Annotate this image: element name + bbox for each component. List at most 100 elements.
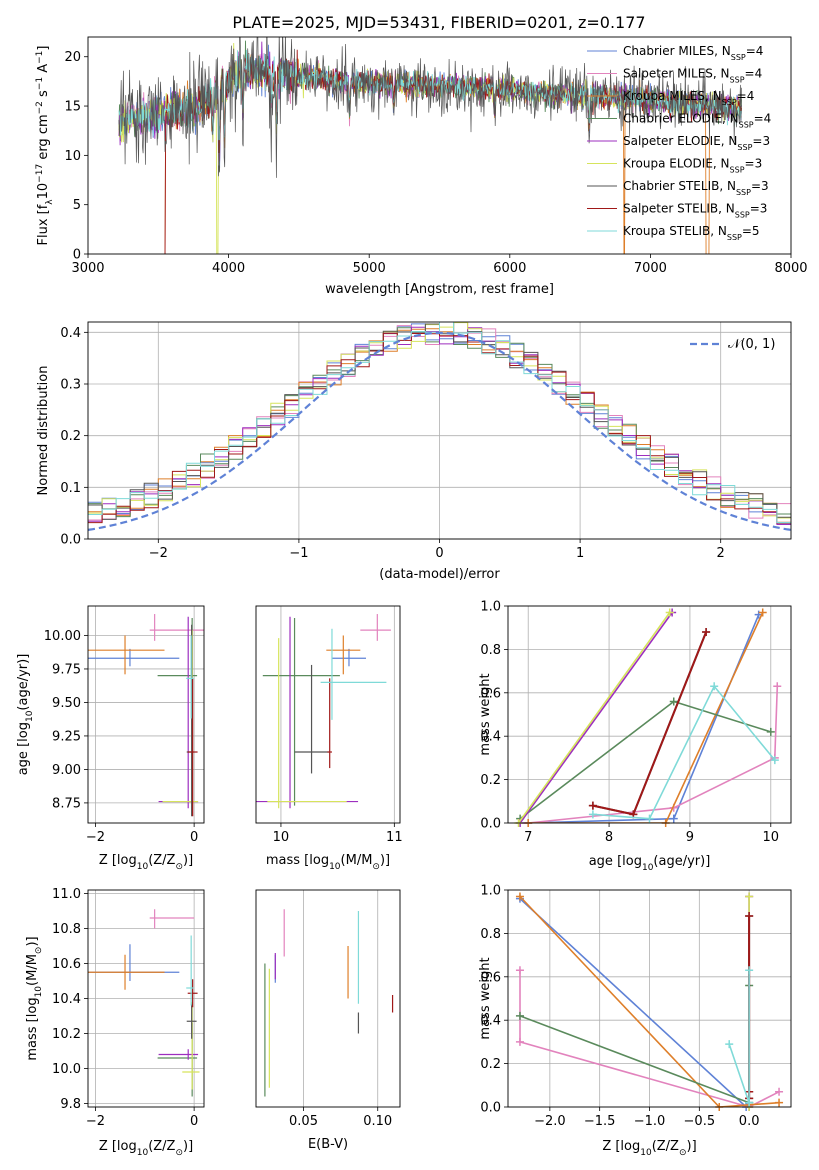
y-axis-label: mass weight [478,957,493,1039]
x-axis-label: Z [log10(Z/Z⊙)] [99,1139,193,1158]
y-tick-label: 9.75 [52,662,81,677]
mass-weight-marker [745,912,754,921]
legend-label: Chabrier ELODIE, NSSP=4 [623,112,771,130]
mass-weight-marker [758,608,767,617]
y-tick-label: 0.2 [60,429,81,444]
x-tick-label: −2 [86,830,105,845]
x-tick-label: 0 [190,1114,198,1129]
spectrum-panel: 3000 4000 5000 6000 7000 8000 0 5 10 15 20 Chabrier… [35,36,808,297]
mass-vs-reddening-panel: 0.05 0.10 E(B-V) [255,889,401,1152]
mass-weight-line-kroupa-miles [528,612,764,823]
x-tick-label: −2 [86,1114,105,1129]
mass-weight-marker [770,756,779,765]
age-vs-mass-panel: 10 11 mass [log10(M/M⊙)] [255,605,403,872]
y-axis-label: Flux [fλ10−17 erg cm−2 s−1 A−1] [35,46,55,246]
y-tick-label: 10.0 [52,1062,81,1077]
legend-label: Chabrier STELIB, NSSP=3 [623,179,769,197]
x-tick-label: 10 [273,830,290,845]
y-tick-label: 0.0 [60,533,81,548]
y-tick-label: 0.3 [60,378,81,393]
legend-label: Kroupa ELODIE, NSSP=3 [623,157,762,175]
mass-weight-marker [588,801,597,810]
x-axis-label: age [log10(age/yr)] [589,854,711,873]
x-tick-label: −2 [149,546,168,561]
mass-weight-marker [515,1037,524,1046]
mass-weight-line-chabrier-miles [519,898,750,1107]
mass-weight-marker [745,966,754,975]
mass-weight-vs-age-panel: 7 8 9 10 0.0 0.2 0.4 0.6 0.8 1.0 age [log10(age/yr… [478,600,792,873]
mass-weight-marker [745,1098,754,1107]
mass-weight-marker [515,892,524,901]
y-tick-label: 0.0 [480,817,501,832]
axes-frame [87,605,205,824]
x-axis-label: (data-model)/error [379,567,500,582]
y-tick-label: 8.75 [52,796,81,811]
y-tick-label: 9.50 [52,696,81,711]
mass-weight-marker [725,1040,734,1049]
mass-weight-line-chabrier-miles [528,614,760,823]
y-tick-label: 0.6 [480,970,501,985]
x-tick-label: 0 [435,546,443,561]
y-tick-label: 0.6 [480,686,501,701]
mass-weight-line-chabrier-elodie [519,700,772,820]
mass-weight-line-salpeter-stelib [592,631,708,816]
x-tick-label: 1 [576,546,584,561]
y-tick-label: 10.6 [52,957,81,972]
mass-weight-line-chabrier-elodie [519,985,750,1104]
x-axis-label: E(B-V) [308,1137,348,1152]
x-axis-label: Z [log10(Z/Z⊙)] [99,853,193,872]
x-axis-label: Z [log10(Z/Z⊙)] [602,1139,696,1158]
x-axis-label: wavelength [Angstrom, rest frame] [325,282,554,297]
y-axis-label: mass weight [478,673,493,755]
x-tick-label: 0.05 [289,1114,318,1129]
y-tick-label: 10.2 [52,1027,81,1042]
mass-weight-marker [766,727,775,736]
figure-title: PLATE=2025, MJD=53431, FIBERID=0201, z=0… [232,13,645,32]
axes-frame [255,605,401,824]
x-tick-label: 0.10 [363,1114,392,1129]
legend-label: Salpeter ELODIE, NSSP=3 [623,134,770,152]
x-tick-label: 4000 [212,261,245,276]
axes-frame [87,889,205,1108]
y-axis-label: Normed distribution [36,366,51,496]
mass-weight-vs-metallicity-panel: −2.0 −1.5 −1.0 −0.5 0.0 0.0 0.2 0.4 0.6 0.8 1.0 Z [… [478,884,792,1158]
x-tick-label: 0.0 [739,1114,760,1129]
x-axis-label: mass [log10(M/M⊙)] [266,853,390,872]
mass-weight-line-kroupa-elodie [517,612,671,823]
mass-weight-line-chabrier-stelib [592,631,708,816]
spectrum-series-chabrier-stelib [118,37,742,178]
y-tick-label: 1.0 [480,600,501,615]
x-tick-label: −1 [289,546,308,561]
mass-weight-marker [515,1011,524,1020]
axes-frame [507,889,792,1108]
legend-label: Kroupa MILES, NSSP=4 [623,89,754,107]
mass-weight-line-kroupa-stelib [728,970,750,1103]
mass-weight-marker [745,892,754,901]
y-tick-label: 0.2 [480,773,501,788]
y-tick-label: 1.0 [480,884,501,899]
mass-weight-marker [775,1087,784,1096]
y-tick-label: 9.00 [52,763,81,778]
x-tick-label: −1.0 [634,1114,666,1129]
y-tick-label: 0.4 [480,730,501,745]
y-tick-label: 10.4 [52,992,81,1007]
y-axis-label: mass [log10(M/M⊙)] [25,936,44,1060]
x-tick-label: 10 [763,830,780,845]
mass-weight-line-salpeter-elodie [519,612,673,823]
y-tick-label: 0.0 [480,1101,501,1116]
x-tick-label: −1.5 [584,1114,616,1129]
mass-weight-line-kroupa-stelib [592,684,776,820]
residual-histogram-kroupa-stelib [88,322,791,523]
mass-weight-marker [645,814,654,823]
mass-weight-line-kroupa-miles [519,895,780,1107]
y-tick-label: 9.8 [60,1097,81,1112]
x-tick-label: 2 [717,546,725,561]
y-tick-label: 10 [64,149,81,164]
mass-weight-marker [773,682,782,691]
x-tick-label: 7000 [634,261,667,276]
y-tick-label: 10.00 [44,629,81,644]
y-tick-label: 20 [64,50,81,65]
x-tick-label: 8000 [774,261,807,276]
y-tick-label: 0.8 [480,643,501,658]
